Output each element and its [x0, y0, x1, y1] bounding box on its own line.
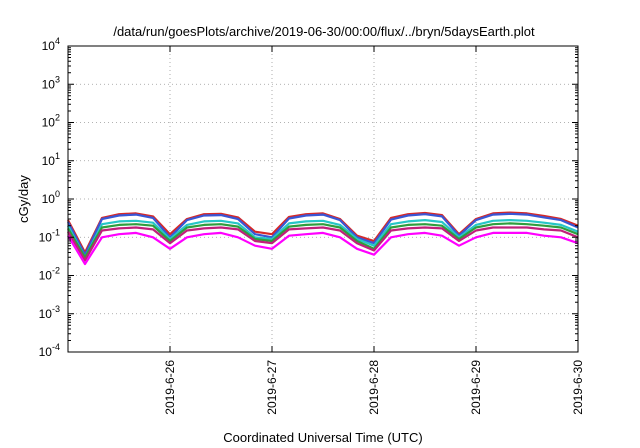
- y-tick-label: 10-3: [39, 304, 60, 321]
- y-axis-label: cGy/day: [16, 175, 31, 223]
- grid: [68, 46, 578, 352]
- series-line-4: [67, 222, 579, 259]
- x-axis-label: Coordinated Universal Time (UTC): [223, 430, 422, 445]
- y-tick-label: 104: [42, 36, 60, 53]
- series-line-3: [67, 219, 579, 259]
- y-tick-label: 10-2: [39, 266, 60, 283]
- plot-series: [67, 211, 579, 266]
- y-tick-label: 102: [42, 113, 60, 130]
- chart-title: /data/run/goesPlots/archive/2019-06-30/0…: [113, 24, 535, 39]
- x-tick-label: 2019-6-27: [265, 360, 279, 415]
- y-tick-label: 103: [42, 74, 60, 91]
- y-tick-label: 100: [42, 189, 60, 206]
- x-tick-label: 2019-6-26: [163, 360, 177, 415]
- y-tick-label: 10-1: [39, 227, 60, 244]
- y-tick-label: 10-4: [39, 342, 60, 359]
- series-line-2: [67, 212, 579, 256]
- y-tick-label: 101: [42, 151, 60, 168]
- x-tick-label: 2019-6-28: [367, 360, 381, 415]
- series-line-6: [67, 231, 579, 266]
- series-line-1: [67, 211, 579, 254]
- y-axis: 104 103 102 101 100 10-1 10-2 10-3 10-4: [39, 36, 578, 359]
- series-line-5: [67, 226, 579, 262]
- x-tick-label: 2019-6-29: [469, 360, 483, 415]
- x-axis: 2019-6-26 2019-6-27 2019-6-28 2019-6-29 2019…: [163, 46, 585, 415]
- x-tick-label: 2019-6-30: [571, 360, 585, 415]
